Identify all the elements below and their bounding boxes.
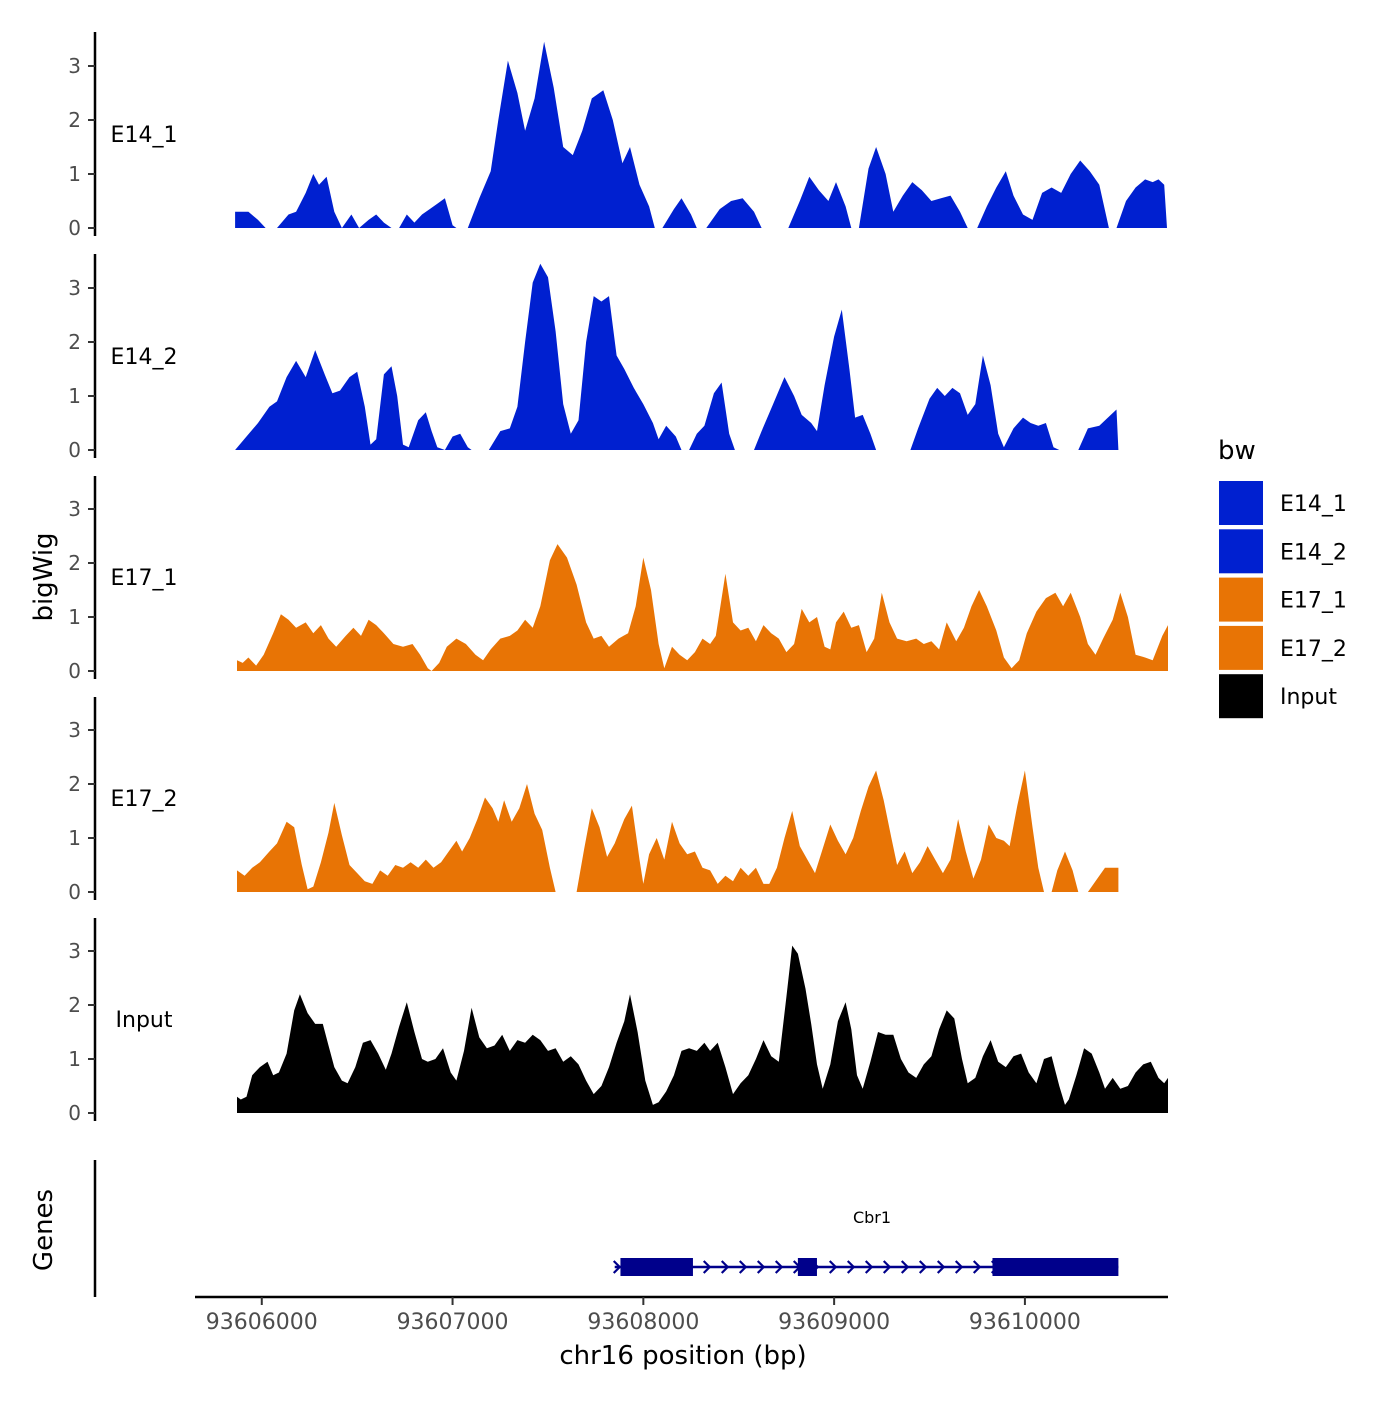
x-axis: 93606000 93607000 93608000 93609000 93610000 — [195, 1295, 1168, 1335]
y-tick-label: 1 — [68, 605, 81, 629]
y-tick-label: 3 — [68, 939, 81, 963]
legend-label: E14_1 — [1280, 492, 1347, 517]
strand-arrow — [756, 1260, 766, 1274]
strand-arrow — [882, 1260, 892, 1274]
y-tick-label: 1 — [68, 1047, 81, 1071]
area-E17_2 — [237, 770, 1119, 892]
legend-label: E14_2 — [1280, 540, 1347, 565]
track-E17_1: 0 1 2 3 E17_1 — [68, 476, 1168, 683]
y-axis-title: bigWig — [29, 532, 59, 621]
strand-arrow — [900, 1260, 910, 1274]
strand-arrow — [846, 1260, 856, 1274]
x-tick-label: 93606000 — [206, 1310, 318, 1335]
legend-swatch — [1219, 577, 1263, 622]
area-E17_1 — [237, 544, 1168, 671]
y-tick-label: 0 — [68, 1101, 81, 1125]
y-tick-label: 2 — [68, 330, 81, 354]
y-tick-label: 0 — [68, 438, 81, 462]
area-E14_1 — [235, 41, 1168, 229]
signal-tracks: 0 1 2 3 E14_1 0 1 2 3 E14_2 0 1 2 3 E17_1 0 1 2 3 E17_2 0 1 2 3… — [68, 32, 1168, 1125]
track-E14_2: 0 1 2 3 E14_2 — [68, 254, 1119, 462]
y-tick-label: 0 — [68, 216, 81, 240]
legend: bw E14_1 E14_2 E17_1 E17_2 Input — [1218, 436, 1347, 719]
y-tick-label: 3 — [68, 718, 81, 742]
genes-axis-title: Genes — [29, 1189, 59, 1271]
legend-item-E14_2: E14_2 — [1219, 529, 1347, 574]
strand-arrow — [864, 1260, 874, 1274]
x-tick-label: 93609000 — [778, 1310, 890, 1335]
legend-item-Input: Input — [1219, 674, 1337, 719]
y-tick-label: 3 — [68, 54, 81, 78]
track-label: E17_1 — [111, 566, 178, 591]
track-E14_1: 0 1 2 3 E14_1 — [68, 32, 1168, 240]
legend-swatch — [1219, 674, 1263, 719]
strand-arrow — [738, 1260, 748, 1274]
track-label: E14_1 — [111, 123, 178, 148]
strand-arrow — [954, 1260, 964, 1274]
strand-arrow — [720, 1260, 730, 1274]
y-tick-label: 2 — [68, 772, 81, 796]
strand-arrow — [774, 1260, 784, 1274]
x-axis-title: chr16 position (bp) — [559, 1341, 806, 1371]
legend-label: E17_2 — [1280, 637, 1347, 662]
legend-swatch — [1219, 625, 1263, 670]
gene-exon — [620, 1258, 693, 1276]
gene-track: Cbr1 — [93, 1160, 1119, 1297]
y-tick-label: 1 — [68, 826, 81, 850]
x-tick-label: 93608000 — [587, 1310, 699, 1335]
legend-title: bw — [1218, 436, 1256, 466]
y-tick-label: 3 — [68, 497, 81, 521]
y-tick-label: 0 — [68, 880, 81, 904]
strand-arrow — [612, 1260, 622, 1274]
track-label: E17_2 — [111, 787, 178, 812]
track-E17_2: 0 1 2 3 E17_2 — [68, 697, 1119, 904]
x-tick-label: 93607000 — [397, 1310, 509, 1335]
y-tick-label: 2 — [68, 551, 81, 575]
y-tick-label: 1 — [68, 162, 81, 186]
gene-exon — [797, 1258, 817, 1276]
strand-arrow — [918, 1260, 928, 1274]
y-tick-label: 0 — [68, 659, 81, 683]
gene-Cbr1: Cbr1 — [612, 1208, 1119, 1276]
y-tick-label: 3 — [68, 276, 81, 300]
y-tick-label: 1 — [68, 384, 81, 408]
strand-arrow — [972, 1260, 982, 1274]
strand-arrow — [828, 1260, 838, 1274]
legend-item-E17_1: E17_1 — [1219, 577, 1347, 622]
y-tick-label: 2 — [68, 993, 81, 1017]
gene-name: Cbr1 — [853, 1208, 891, 1227]
track-Input: 0 1 2 3 Input — [68, 918, 1168, 1125]
legend-item-E14_1: E14_1 — [1219, 481, 1347, 525]
track-label: Input — [116, 1008, 173, 1033]
legend-label: E17_1 — [1280, 589, 1347, 614]
x-tick-label: 93610000 — [969, 1310, 1081, 1335]
track-label: E14_2 — [111, 345, 178, 370]
strand-arrow — [702, 1260, 712, 1274]
gene-exon — [992, 1258, 1119, 1276]
legend-label: Input — [1280, 685, 1337, 710]
area-Input — [237, 945, 1168, 1113]
legend-swatch — [1219, 529, 1263, 574]
strand-arrow — [936, 1260, 946, 1274]
legend-item-E17_2: E17_2 — [1219, 625, 1347, 670]
y-tick-label: 2 — [68, 108, 81, 132]
legend-swatch — [1219, 481, 1263, 525]
area-E14_2 — [235, 263, 1119, 450]
